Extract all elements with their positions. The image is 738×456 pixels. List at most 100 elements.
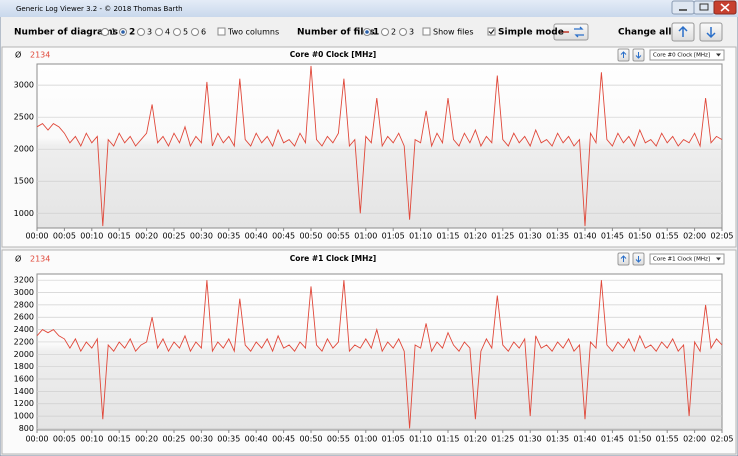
x-tick-label: 01:40: [573, 232, 596, 241]
series-selector[interactable]: [649, 253, 725, 265]
x-tick-label: 00:15: [108, 232, 131, 241]
x-tick-label: 01:55: [656, 232, 679, 241]
x-tick-label: 02:00: [683, 435, 706, 444]
x-tick-label: 01:55: [656, 435, 679, 444]
radio-label[interactable]: 1: [111, 28, 116, 37]
x-tick-label: 00:30: [190, 435, 213, 444]
x-tick-label: 00:35: [217, 435, 240, 444]
radio-label[interactable]: 2: [129, 28, 135, 38]
window-title: Generic Log Viewer 3.2 - © 2018 Thomas B…: [16, 5, 183, 13]
chart-panel: Ø 2134 Core #0 Clock [MHz] Core #0 Clock [M…: [1, 46, 737, 248]
y-tick-label: 2600: [14, 313, 34, 322]
x-tick-label: 01:00: [354, 435, 377, 444]
x-tick-label: 00:05: [53, 232, 76, 241]
series-selector[interactable]: [649, 49, 725, 61]
average-value: 2134: [30, 51, 50, 60]
checkbox[interactable]: [487, 27, 496, 36]
checkbox-label[interactable]: Simple mode: [498, 28, 564, 38]
chart-title: Core #0 Clock [MHz]: [290, 50, 376, 59]
toolbar: Number of diagrams Number of files Chang…: [14, 22, 723, 42]
y-tick-label: 2200: [14, 337, 34, 346]
average-symbol: Ø: [15, 50, 21, 60]
x-tick-label: 00:35: [217, 232, 240, 241]
x-tick-label: 00:40: [245, 232, 268, 241]
checkbox-label[interactable]: Show files: [433, 28, 473, 37]
x-tick-label: 01:45: [601, 435, 624, 444]
x-tick-label: 01:15: [436, 435, 459, 444]
checkbox-label[interactable]: Two columns: [227, 28, 279, 37]
radio-label[interactable]: 3: [147, 28, 152, 37]
radio-label[interactable]: 6: [201, 28, 206, 37]
x-tick-label: 01:30: [519, 232, 542, 241]
diagrams-label: Number of diagrams: [14, 28, 118, 38]
checkbox[interactable]: [422, 27, 431, 36]
minimize-button[interactable]: [671, 0, 695, 15]
x-tick-label: 01:25: [491, 435, 514, 444]
radio-label[interactable]: 1: [373, 28, 379, 38]
radio-button[interactable]: [173, 28, 181, 36]
x-tick-label: 00:30: [190, 232, 213, 241]
maximize-button[interactable]: [693, 0, 715, 15]
button-icon: [635, 52, 642, 59]
radio-dot: [365, 30, 369, 34]
change-all-label: Change all: [618, 28, 671, 38]
plot-area: [36, 273, 723, 431]
radio-button[interactable]: [381, 28, 389, 36]
y-tick-label: 1800: [14, 362, 34, 371]
x-tick-label: 01:50: [628, 232, 651, 241]
x-tick-label: 00:25: [162, 232, 185, 241]
y-tick-label: 3000: [14, 288, 34, 297]
radio-button[interactable]: [399, 28, 407, 36]
y-tick-label: 1200: [14, 399, 34, 408]
x-tick-label: 00:05: [53, 435, 76, 444]
button-icon: [620, 255, 627, 262]
x-tick-label: 00:50: [299, 435, 322, 444]
button-icon: [620, 51, 627, 58]
x-tick-label: 01:10: [409, 232, 432, 241]
radio-label[interactable]: 4: [165, 28, 170, 37]
average-value: 2134: [30, 255, 50, 264]
x-tick-label: 01:15: [436, 232, 459, 241]
x-tick-label: 01:35: [546, 232, 569, 241]
radio-button[interactable]: [191, 28, 199, 36]
x-tick-label: 00:45: [272, 232, 295, 241]
radio-label[interactable]: 2: [391, 28, 396, 37]
x-tick-label: 01:35: [546, 435, 569, 444]
radio-label[interactable]: 5: [183, 28, 188, 37]
chart-panel: Ø 2134 Core #1 Clock [MHz] Core #1 Clock [M…: [1, 249, 737, 455]
x-tick-label: 02:00: [683, 232, 706, 241]
x-tick-label: 02:05: [710, 232, 733, 241]
x-tick-label: 00:15: [108, 435, 131, 444]
dropdown-arrow: [716, 257, 721, 261]
radio-button[interactable]: [155, 28, 163, 36]
series-selector-text[interactable]: Core #0 Clock [MHz]: [653, 53, 710, 59]
x-tick-label: 01:05: [382, 435, 405, 444]
y-tick-label: 3200: [14, 276, 34, 285]
y-tick-label: 2000: [14, 145, 34, 154]
checkbox[interactable]: [217, 27, 226, 36]
radio-label[interactable]: 3: [409, 28, 414, 37]
series-selector-text[interactable]: Core #1 Clock [MHz]: [653, 257, 710, 263]
x-tick-label: 01:45: [601, 232, 624, 241]
radio-button[interactable]: [137, 28, 145, 36]
radio-button[interactable]: [101, 28, 109, 36]
x-tick-label: 00:00: [25, 435, 48, 444]
y-tick-label: 1000: [14, 412, 34, 421]
x-tick-label: 01:20: [464, 232, 487, 241]
y-tick-label: 800: [19, 424, 34, 433]
color-button[interactable]: [553, 23, 589, 41]
data-line: [36, 280, 723, 429]
x-tick-label: 00:45: [272, 435, 295, 444]
x-tick-label: 01:20: [464, 435, 487, 444]
plot-area: [36, 63, 723, 229]
average-symbol: Ø: [15, 254, 21, 264]
files-label: Number of files: [297, 28, 375, 38]
x-tick-label: 00:25: [162, 435, 185, 444]
y-tick-label: 2500: [14, 113, 34, 122]
x-tick-label: 00:50: [299, 232, 322, 241]
x-tick-label: 01:50: [628, 435, 651, 444]
chart-title: Core #1 Clock [MHz]: [290, 254, 376, 263]
dropdown-arrow: [716, 53, 721, 57]
window-controls[interactable]: [671, 0, 737, 15]
y-tick-label: 1500: [14, 177, 34, 186]
